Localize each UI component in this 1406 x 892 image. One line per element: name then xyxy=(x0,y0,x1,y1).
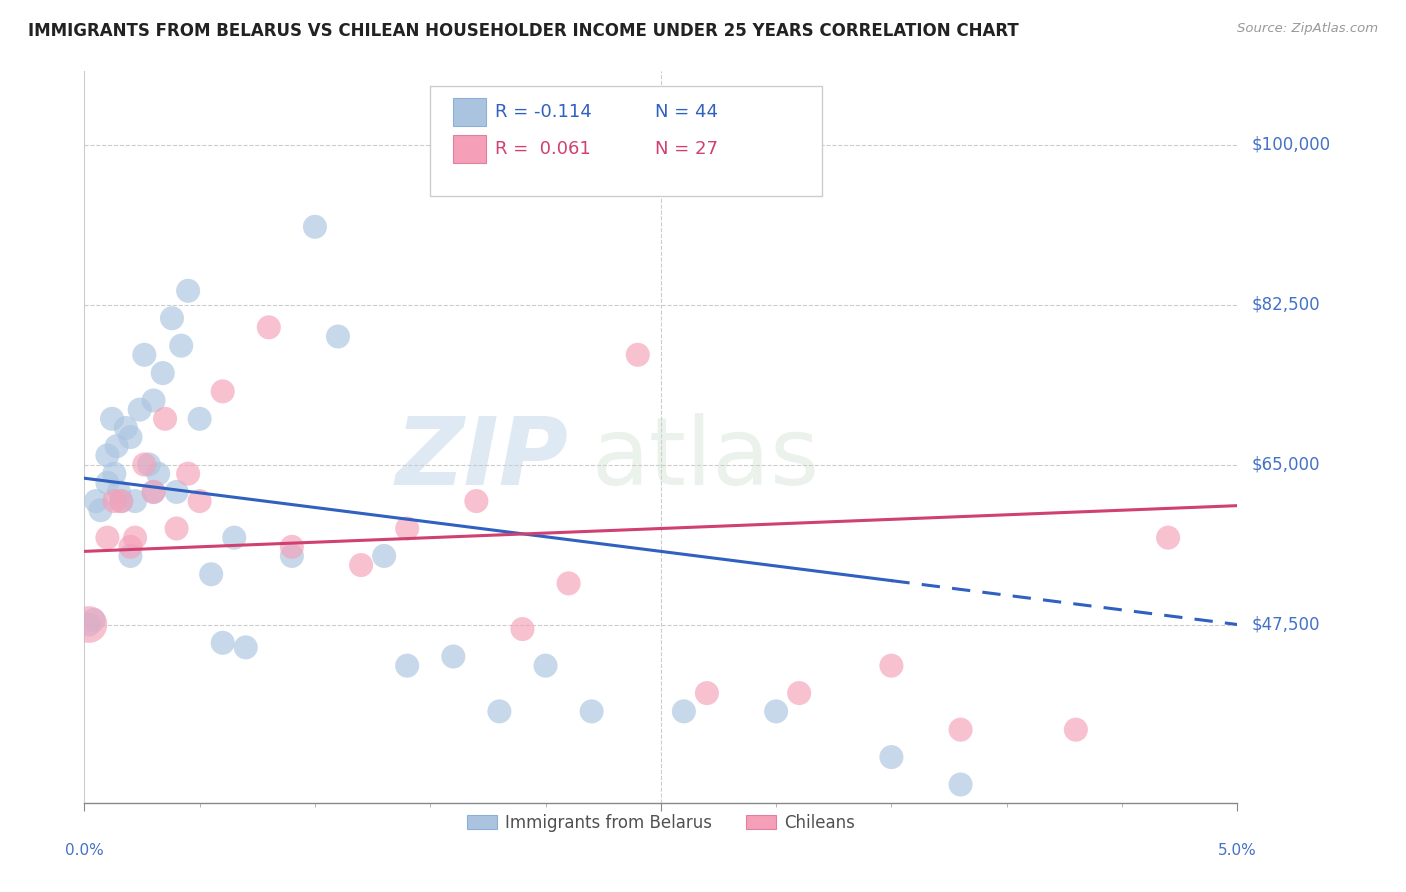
Point xyxy=(124,531,146,545)
Text: atlas: atlas xyxy=(592,413,820,505)
Point xyxy=(138,458,160,472)
Point xyxy=(134,348,156,362)
Point xyxy=(89,503,111,517)
Point xyxy=(170,338,193,352)
Point xyxy=(1064,723,1087,737)
Point xyxy=(512,622,534,636)
Text: IMMIGRANTS FROM BELARUS VS CHILEAN HOUSEHOLDER INCOME UNDER 25 YEARS CORRELATION: IMMIGRANTS FROM BELARUS VS CHILEAN HOUSE… xyxy=(28,22,1019,40)
Point xyxy=(396,658,419,673)
Point xyxy=(281,549,304,563)
Point xyxy=(83,613,105,627)
Point xyxy=(326,329,349,343)
Point xyxy=(188,411,211,425)
Point xyxy=(581,704,603,718)
Point xyxy=(765,704,787,718)
Point xyxy=(441,649,464,664)
Point xyxy=(110,494,132,508)
Text: Source: ZipAtlas.com: Source: ZipAtlas.com xyxy=(1237,22,1378,36)
Point xyxy=(557,576,579,591)
Text: $47,500: $47,500 xyxy=(1251,615,1320,633)
Point xyxy=(211,636,233,650)
Point xyxy=(160,311,183,326)
Text: ZIP: ZIP xyxy=(395,413,568,505)
Point xyxy=(108,484,131,499)
Point xyxy=(120,540,142,554)
Point xyxy=(949,777,972,792)
Point xyxy=(1157,531,1180,545)
Point xyxy=(96,448,118,462)
Point xyxy=(77,617,100,632)
Point xyxy=(235,640,257,655)
Point xyxy=(134,458,156,472)
Text: 0.0%: 0.0% xyxy=(65,843,104,858)
Point xyxy=(672,704,695,718)
Point xyxy=(120,430,142,444)
Point xyxy=(396,521,419,535)
Point xyxy=(146,467,169,481)
Point xyxy=(534,658,557,673)
Point xyxy=(281,540,304,554)
Point xyxy=(103,494,125,508)
Point xyxy=(257,320,280,334)
Point xyxy=(120,549,142,563)
Text: N = 44: N = 44 xyxy=(655,103,718,121)
Point xyxy=(304,219,326,234)
Point xyxy=(177,284,200,298)
Point xyxy=(77,617,100,632)
Point xyxy=(101,411,124,425)
Point xyxy=(103,467,125,481)
Text: R = -0.114: R = -0.114 xyxy=(495,103,592,121)
Point xyxy=(142,484,165,499)
Text: R =  0.061: R = 0.061 xyxy=(495,140,591,158)
FancyBboxPatch shape xyxy=(453,135,485,163)
Point xyxy=(200,567,222,582)
FancyBboxPatch shape xyxy=(430,86,823,195)
Point xyxy=(96,531,118,545)
Point xyxy=(488,704,510,718)
Point xyxy=(153,411,176,425)
Point xyxy=(142,484,165,499)
Point xyxy=(211,384,233,399)
FancyBboxPatch shape xyxy=(453,98,485,127)
Point xyxy=(373,549,395,563)
Point xyxy=(166,484,188,499)
Point xyxy=(177,467,200,481)
Point xyxy=(115,421,138,435)
Point xyxy=(224,531,246,545)
Point xyxy=(188,494,211,508)
Text: $65,000: $65,000 xyxy=(1251,456,1320,474)
Text: N = 27: N = 27 xyxy=(655,140,718,158)
Text: 5.0%: 5.0% xyxy=(1218,843,1257,858)
Point xyxy=(110,494,132,508)
Point xyxy=(880,658,903,673)
Point xyxy=(627,348,650,362)
Text: $82,500: $82,500 xyxy=(1251,295,1320,313)
Point xyxy=(142,393,165,408)
Point xyxy=(880,750,903,764)
Point xyxy=(949,723,972,737)
Point xyxy=(350,558,373,573)
Point xyxy=(124,494,146,508)
Legend: Immigrants from Belarus, Chileans: Immigrants from Belarus, Chileans xyxy=(460,807,862,838)
Point xyxy=(84,494,107,508)
Point xyxy=(128,402,150,417)
Point xyxy=(166,521,188,535)
Point xyxy=(696,686,718,700)
Point xyxy=(105,439,128,453)
Text: $100,000: $100,000 xyxy=(1251,136,1330,153)
Point xyxy=(787,686,810,700)
Point xyxy=(152,366,174,380)
Point xyxy=(96,475,118,490)
Point xyxy=(465,494,488,508)
